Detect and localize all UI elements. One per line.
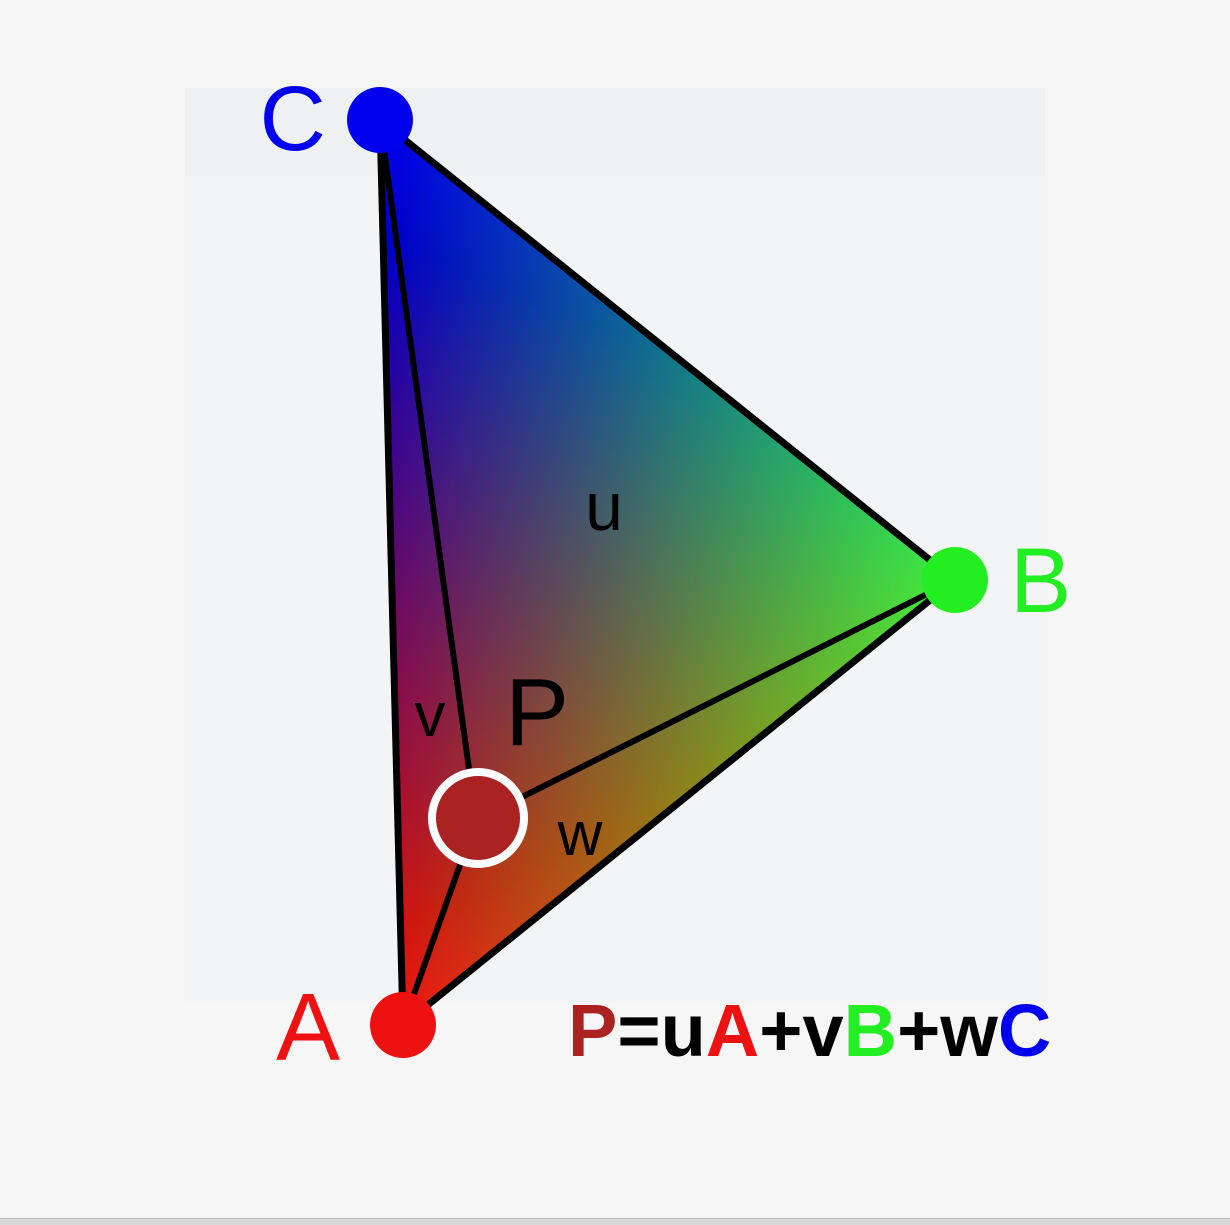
edge-ca <box>376 116 407 1029</box>
region-w-label: w <box>557 800 603 869</box>
edge-cb <box>376 116 959 584</box>
formula-c: C <box>998 989 1051 1072</box>
line-c-to-p <box>377 117 479 823</box>
formula: P=uA+vB+wC <box>568 989 1051 1072</box>
line-b-to-p <box>473 577 958 823</box>
bottom-scroll-strip <box>0 1218 1230 1225</box>
vertex-a-label: A <box>276 974 340 1081</box>
point-p-marker <box>428 768 528 868</box>
formula-eq-u: =u <box>617 989 705 1072</box>
triangle-edges <box>376 116 959 1029</box>
point-p-label: P <box>505 659 569 766</box>
formula-b: B <box>844 989 897 1072</box>
formula-plus-v: +v <box>759 989 843 1072</box>
vertex-a-dot <box>370 992 436 1058</box>
vertex-c-label: C <box>260 68 326 170</box>
figure-panel-header <box>185 88 1045 176</box>
vertex-b-dot <box>922 547 988 613</box>
vertex-c-dot <box>347 87 413 153</box>
formula-a: A <box>706 989 759 1072</box>
region-v-label: v <box>415 681 446 750</box>
region-u-label: u <box>585 469 623 545</box>
edge-ab <box>399 576 959 1029</box>
vertex-b-label: B <box>1010 530 1071 632</box>
formula-plus-w: +w <box>897 989 998 1072</box>
formula-p: P <box>568 989 617 1072</box>
